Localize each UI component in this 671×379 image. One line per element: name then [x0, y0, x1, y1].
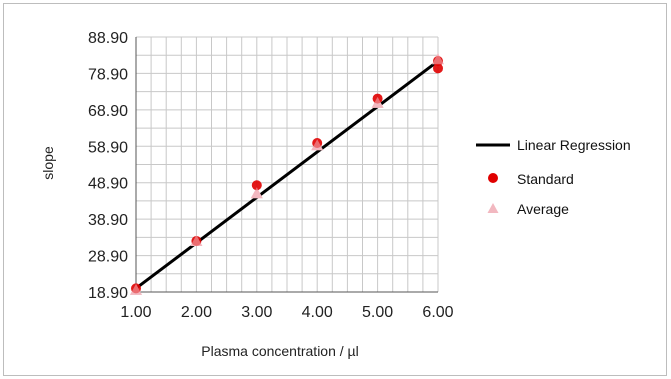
x-tick-label: 6.00 — [422, 304, 453, 321]
chart-frame — [3, 3, 667, 376]
y-tick-label: 28.90 — [88, 249, 128, 266]
x-tick-label: 4.00 — [302, 304, 333, 321]
legend-label-standard: Standard — [517, 171, 574, 187]
legend: Linear Regression Standard Average — [476, 137, 631, 217]
standard-point — [251, 180, 262, 191]
legend-label-average: Average — [517, 201, 569, 217]
y-tick-label: 58.90 — [88, 139, 128, 156]
data-marks — [130, 53, 444, 295]
plot-axes — [135, 37, 438, 293]
y-tick-label: 48.90 — [88, 176, 128, 193]
x-tick-label: 5.00 — [362, 304, 393, 321]
legend-label-linear-regression: Linear Regression — [517, 137, 631, 153]
average-point-overlay — [130, 283, 142, 295]
average-point-overlay — [371, 96, 384, 108]
average-point-overlay — [311, 139, 324, 151]
legend-swatch-standard — [488, 173, 498, 183]
regression-line — [135, 59, 439, 290]
y-tick-label: 18.90 — [88, 285, 128, 302]
y-tick-label: 68.90 — [88, 103, 128, 120]
tick-labels: 1.00 2.00 3.00 4.00 5.00 6.00 18.90 28.90 38.90 4… — [88, 30, 454, 321]
y-tick-label: 38.90 — [88, 212, 128, 229]
x-tick-label: 1.00 — [120, 304, 151, 321]
y-tick-label: 88.90 — [88, 30, 128, 47]
x-axis-title: Plasma concentration / µl — [201, 343, 358, 359]
y-tick-label: 78.90 — [88, 66, 128, 83]
x-tick-label: 3.00 — [241, 304, 272, 321]
average-point-overlay — [250, 187, 263, 199]
legend-swatch-average — [487, 203, 499, 213]
y-axis-title: slope — [40, 146, 56, 180]
x-tick-label: 2.00 — [181, 304, 212, 321]
average-point-overlay — [190, 235, 203, 246]
standard-point — [433, 63, 443, 74]
average-point-overlay — [432, 53, 444, 65]
